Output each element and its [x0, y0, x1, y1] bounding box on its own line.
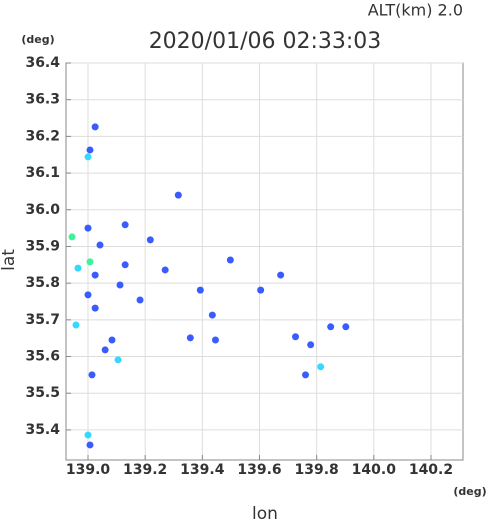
x-tick-label: 139.0: [66, 462, 111, 478]
echo-point: [88, 371, 96, 379]
x-unit: (deg): [453, 485, 486, 498]
y-tick-label: 35.7: [25, 312, 60, 328]
echo-point: [91, 304, 99, 312]
echo-point: [108, 336, 116, 344]
echo-point: [84, 224, 92, 232]
echo-point: [121, 261, 129, 269]
y-tick-label: 35.4: [25, 422, 60, 438]
y-tick-label: 36.4: [25, 55, 60, 71]
echo-point: [292, 333, 300, 341]
echo-point: [121, 221, 129, 229]
y-tick-label: 36.1: [25, 165, 60, 181]
x-tick-label: 139.8: [295, 462, 339, 478]
echo-point: [86, 258, 94, 266]
echo-point: [174, 191, 182, 199]
echo-point: [186, 334, 194, 342]
echo-point: [86, 146, 94, 154]
echo-point: [302, 371, 310, 379]
echo-point: [342, 323, 350, 331]
echo-point: [72, 321, 80, 329]
x-tick-label: 140.2: [409, 462, 453, 478]
echo-point: [84, 153, 92, 161]
echo-point: [317, 363, 325, 371]
x-tick-label: 139.6: [237, 462, 281, 478]
y-tick-label: 36.0: [25, 202, 60, 218]
subtitle: ALT(km) 2.0: [368, 1, 463, 20]
echo-point: [277, 271, 285, 279]
echo-point: [91, 271, 99, 279]
echo-point: [86, 441, 94, 449]
echo-point: [136, 296, 144, 304]
echo-point: [91, 123, 99, 131]
echo-point: [68, 233, 76, 241]
echo-point: [84, 431, 92, 439]
y-tick-label: 35.8: [25, 275, 60, 291]
x-tick-label: 139.4: [180, 462, 225, 478]
echo-point: [84, 291, 92, 299]
echo-point: [257, 286, 265, 294]
echo-point: [226, 256, 234, 264]
y-axis-label: lat: [0, 249, 19, 271]
y-unit: (deg): [21, 33, 54, 46]
echo-point: [196, 286, 204, 294]
echo-point: [208, 311, 216, 319]
chart-title: 2020/01/06 02:33:03: [149, 29, 382, 54]
echo-point: [101, 346, 109, 354]
echo-point: [96, 241, 104, 249]
y-tick-label: 36.2: [25, 128, 60, 144]
echo-point: [211, 336, 219, 344]
echo-point: [74, 264, 82, 272]
echo-point: [116, 281, 124, 289]
echo-point: [327, 323, 335, 331]
x-tick-label: 140.0: [352, 462, 397, 478]
x-axis-label: lon: [252, 504, 278, 521]
y-tick-label: 35.5: [25, 385, 60, 401]
echo-point: [161, 266, 169, 274]
x-tick-label: 139.2: [123, 462, 167, 478]
echo-point: [307, 341, 315, 349]
echo-point: [146, 236, 154, 244]
y-tick-label: 36.3: [25, 92, 60, 108]
y-tick-label: 35.9: [25, 238, 60, 254]
y-tick-label: 35.6: [25, 349, 60, 365]
echo-point: [114, 356, 122, 364]
